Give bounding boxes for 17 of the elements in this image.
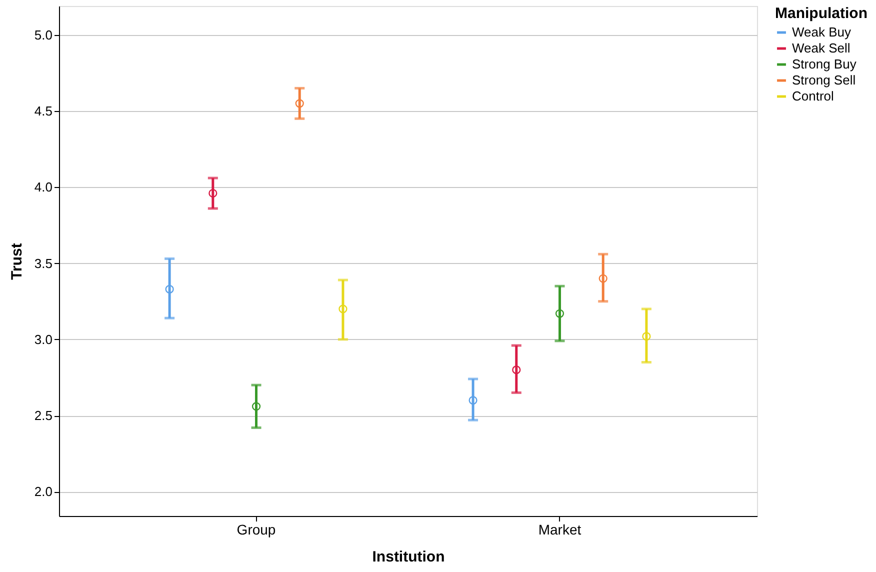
y-tick-label: 3.5 [34,256,52,271]
y-tick-label: 2.5 [34,408,52,424]
y-tick-label: 4.0 [34,180,52,195]
y-tick-label: 3.0 [34,332,52,347]
legend-label: Control [792,88,834,104]
legend-title: Manipulation [775,5,868,22]
y-tick-label: 4.5 [34,104,52,119]
legend-label: Weak Sell [792,40,850,56]
y-tick-label: 5.0 [34,27,52,42]
y-axis-title: Trust [8,243,26,280]
y-tick-label: 2.0 [34,484,52,500]
legend-label: Strong Sell [792,72,856,88]
x-axis-title: Institution [372,548,445,566]
legend-label: Strong Buy [792,56,857,72]
x-tick-label: Group [236,522,276,538]
legend-label: Weak Buy [792,24,852,40]
x-tick-label: Market [538,522,582,538]
